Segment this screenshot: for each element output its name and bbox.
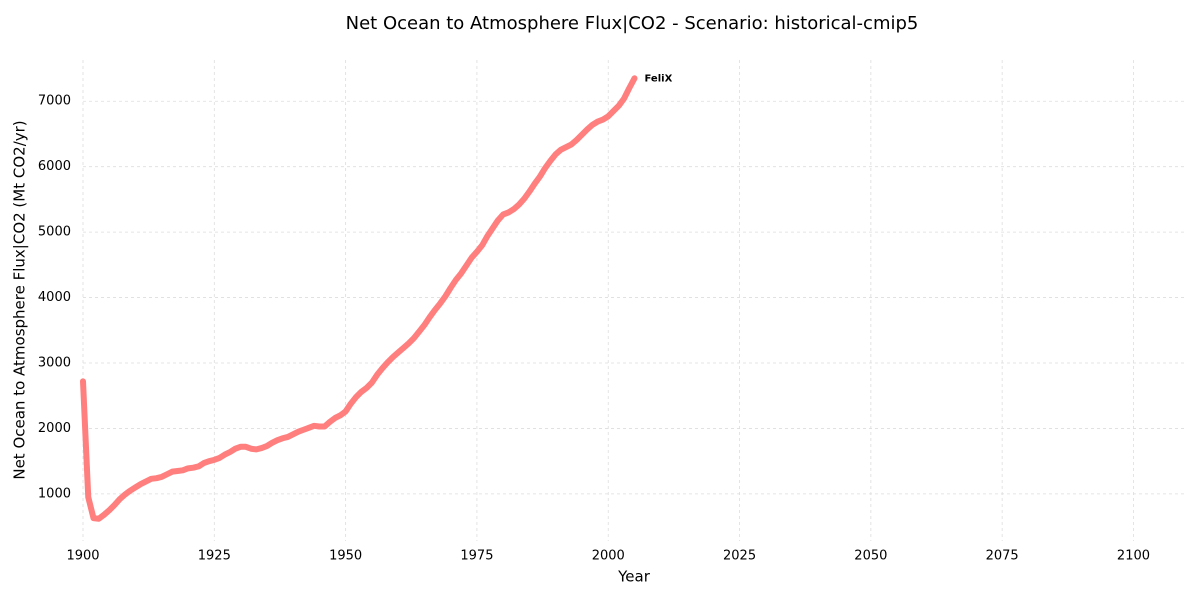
x-tick-label: 1900 [66, 549, 99, 564]
x-tick-label: 1950 [329, 549, 362, 564]
x-tick-label: 2100 [1117, 549, 1150, 564]
x-axis-label: Year [617, 568, 651, 586]
x-tick-label: 2050 [854, 549, 887, 564]
y-tick-label: 1000 [38, 486, 71, 501]
y-tick-label: 3000 [38, 355, 71, 370]
x-tick-label: 2000 [592, 549, 625, 564]
x-tick-label: 1925 [198, 549, 231, 564]
y-tick-label: 5000 [38, 225, 71, 240]
chart-title: Net Ocean to Atmosphere Flux|CO2 - Scena… [346, 13, 919, 34]
y-tick-label: 2000 [38, 421, 71, 436]
y-tick-label: 7000 [38, 94, 71, 109]
series-label: FeliX [645, 73, 673, 84]
y-tick-label: 6000 [38, 159, 71, 174]
series-line [80, 75, 638, 522]
x-tick-label: 1975 [460, 549, 493, 564]
y-tick-label: 4000 [38, 290, 71, 305]
x-tick-label: 2025 [723, 549, 756, 564]
y-axis-label: Net Ocean to Atmosphere Flux|CO2 (Mt CO2… [11, 120, 29, 479]
x-tick-label: 2075 [986, 549, 1019, 564]
